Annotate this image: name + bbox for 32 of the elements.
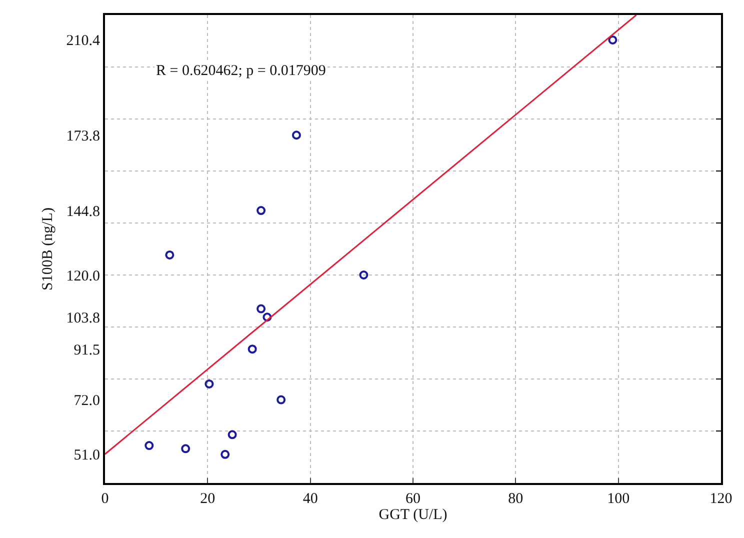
point: [256, 206, 266, 216]
y-tick-label: 173.8: [66, 128, 100, 144]
point: [256, 304, 266, 314]
point: [228, 430, 237, 440]
y-tick-label: 144.8: [66, 204, 100, 220]
x-tick-label: 100: [607, 491, 630, 507]
point: [262, 312, 272, 322]
x-axis-title: GGT (U/L): [378, 507, 448, 523]
y-axis-title: S100B (ng/L): [40, 208, 56, 290]
point: [248, 344, 257, 354]
x-tick-label: 60: [406, 491, 420, 507]
x-tick-label: 80: [508, 491, 524, 507]
y-tick-label: 210.4: [66, 33, 100, 50]
point: [359, 270, 368, 280]
point: [144, 441, 154, 450]
y-tick-label: 103.8: [66, 310, 100, 326]
x-tick-label: 120: [710, 491, 732, 507]
point: [165, 250, 174, 260]
point: [276, 395, 286, 404]
point: [204, 379, 214, 388]
y-tick-label: 91.5: [74, 342, 100, 358]
y-tick-label: 51.0: [74, 448, 100, 464]
y-tick-label: 72.0: [74, 393, 100, 410]
x-tick-label: 20: [200, 491, 216, 507]
y-tick-label: 120.0: [66, 268, 100, 284]
point: [181, 444, 190, 454]
annotation: R = 0.620462; p = 0.017909: [156, 63, 326, 79]
point: [292, 130, 301, 140]
point: [220, 450, 230, 459]
x-tick-label: 40: [302, 491, 318, 507]
x-tick-label: 0: [101, 491, 109, 507]
point: [608, 35, 618, 44]
